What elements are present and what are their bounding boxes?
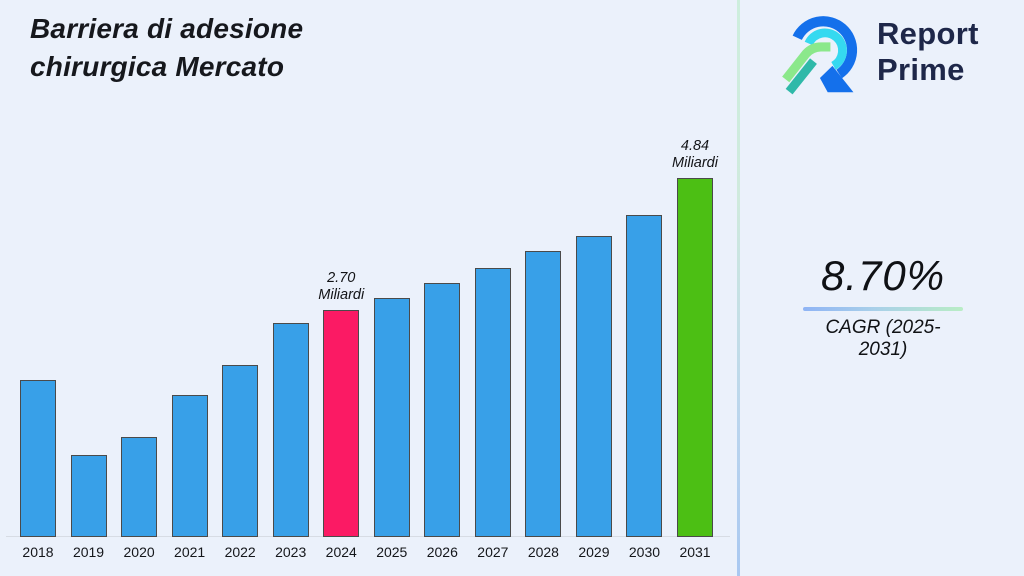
bar-2021	[171, 395, 208, 537]
cagr-label: CAGR (2025-2031)	[825, 317, 941, 360]
x-tick-2030: 2030	[628, 544, 661, 560]
cagr-underline	[803, 307, 963, 311]
page-title-line1: Barriera di adesione	[30, 13, 304, 44]
bar-value-label-2031: 4.84 Miliardi	[672, 138, 718, 171]
x-tick-2031: 2031	[679, 544, 711, 560]
bar-value-label-2024: 2.70 Miliardi	[318, 270, 365, 303]
x-tick-2021: 2021	[174, 544, 206, 560]
bar-2026	[424, 283, 461, 537]
bar-2022	[222, 365, 259, 537]
brand-name-line2: Prime	[877, 52, 965, 87]
bar-2019	[70, 455, 107, 537]
x-tick-2023: 2023	[275, 544, 307, 560]
brand-name-line1: Report	[877, 16, 979, 51]
bar-2023	[272, 323, 309, 537]
x-tick-2022: 2022	[224, 544, 256, 560]
bar-2029	[575, 236, 612, 537]
bar-2027	[474, 268, 511, 537]
bar-2020	[121, 437, 158, 537]
x-tick-2028: 2028	[527, 544, 559, 560]
bar-2031	[677, 178, 714, 537]
page-title-line2: chirurgica Mercato	[30, 51, 285, 82]
bar-chart: 2018 2019 2020 2021 2022 2023 2024 2.70 Miliardi…	[6, 138, 730, 560]
bar-2025	[373, 298, 410, 537]
bar-2024	[323, 310, 360, 537]
x-tick-2020: 2020	[123, 544, 155, 560]
brand-header: Report Prime	[781, 9, 979, 97]
x-tick-2027: 2027	[477, 544, 509, 560]
bar-2028	[525, 251, 562, 537]
brand-name: Report Prime	[877, 16, 979, 97]
cagr-value: 8.70%	[820, 252, 946, 299]
x-tick-2019: 2019	[72, 544, 105, 560]
report-prime-logo-icon	[782, 16, 858, 95]
x-tick-2024: 2024	[325, 544, 357, 560]
x-tick-2029: 2029	[578, 544, 610, 560]
x-tick-2025: 2025	[376, 544, 408, 560]
page-title: Barriera di adesione chirurgica Mercato	[30, 10, 303, 86]
x-tick-2018: 2018	[22, 544, 54, 560]
vertical-divider	[737, 0, 740, 576]
bar-2030	[626, 215, 663, 537]
x-axis-line	[6, 536, 730, 537]
cagr-block: 8.70% CAGR (2025-2031)	[803, 252, 963, 361]
bar-2018	[20, 380, 56, 537]
x-tick-2026: 2026	[426, 544, 458, 560]
